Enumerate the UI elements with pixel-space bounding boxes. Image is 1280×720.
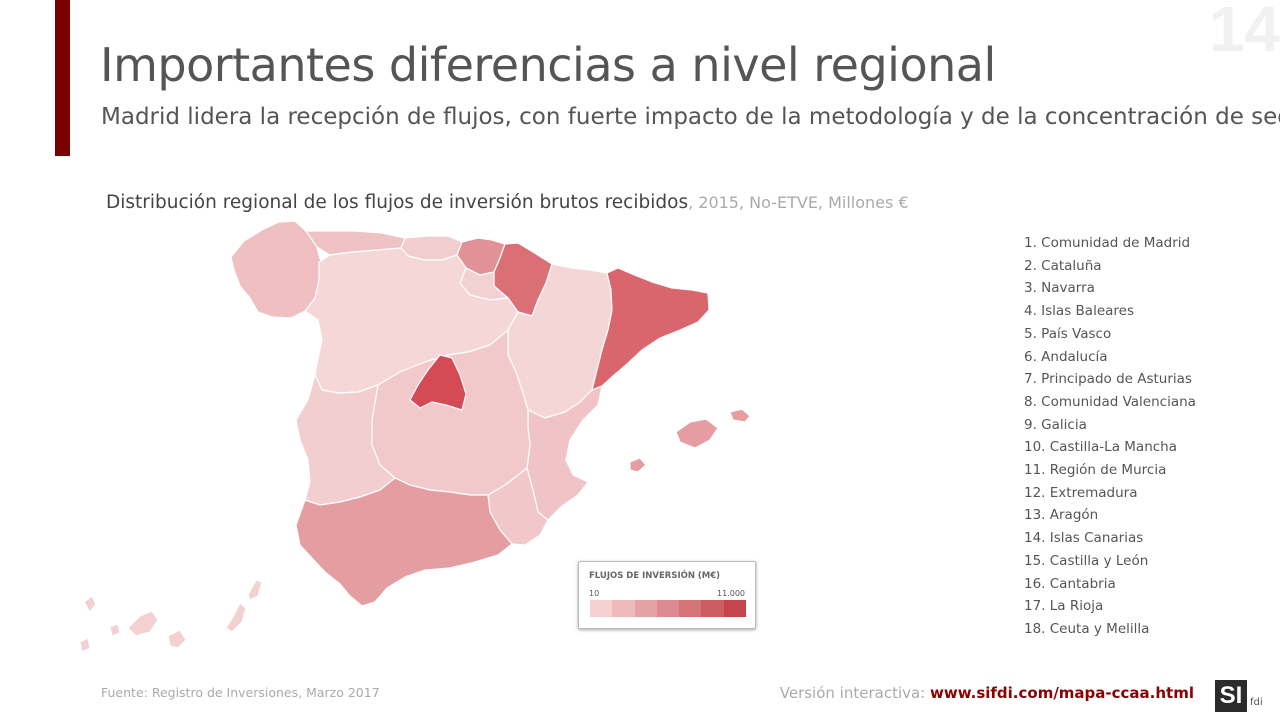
region-list-item: 5. País Vasco	[1024, 325, 1112, 342]
region-baleares-ibiza[interactable]	[629, 457, 647, 473]
region-list-item: 15. Castilla y León	[1024, 552, 1149, 569]
source-note: Fuente: Registro de Inversiones, Marzo 2…	[101, 685, 380, 700]
region-list-item: 18. Ceuta y Melilla	[1024, 620, 1150, 637]
legend-swatch	[634, 600, 657, 617]
legend-color-scale	[590, 600, 746, 617]
accent-bar	[55, 0, 70, 156]
region-list-item: 2. Cataluña	[1024, 257, 1102, 274]
region-andalucia[interactable]	[295, 477, 513, 607]
region-galicia[interactable]	[230, 220, 322, 319]
region-cataluna[interactable]	[591, 267, 710, 391]
region-canarias-2[interactable]	[79, 637, 91, 653]
region-list-item: 9. Galicia	[1024, 416, 1087, 433]
region-list-item: 13. Aragón	[1024, 507, 1099, 524]
legend-max-label: 11.000	[717, 589, 745, 598]
interactive-version-link[interactable]: www.sifdi.com/mapa-ccaa.html	[930, 684, 1194, 702]
region-list-item: 16. Cantabria	[1024, 575, 1116, 592]
legend-swatch	[656, 600, 680, 617]
page-number: 14	[1208, 0, 1280, 65]
interactive-version-label: Versión interactiva:	[779, 684, 931, 702]
sifdi-logo-sub: fdi	[1250, 697, 1263, 708]
legend-title: FLUJOS DE INVERSIÓN (M€)	[589, 571, 721, 581]
sifdi-logo: SI	[1215, 680, 1247, 712]
region-list-item: 11. Región de Murcia	[1024, 462, 1167, 479]
chart-title-text: Distribución regional de los flujos de i…	[106, 192, 689, 213]
region-canarias-3[interactable]	[109, 623, 121, 637]
legend-swatch	[590, 600, 613, 617]
chart-title: Distribución regional de los flujos de i…	[106, 192, 909, 213]
region-baleares-mallorca[interactable]	[675, 418, 719, 449]
region-canarias-gran-canaria[interactable]	[167, 629, 187, 649]
region-list-item: 17. La Rioja	[1024, 598, 1104, 615]
slide-title: Importantes diferencias a nivel regional	[100, 38, 996, 92]
region-list-item: 4. Islas Baleares	[1024, 303, 1134, 320]
region-canarias-1[interactable]	[83, 595, 97, 613]
legend-min-label: 10	[589, 589, 600, 598]
region-madrid[interactable]	[409, 354, 467, 411]
region-list-item: 8. Comunidad Valenciana	[1024, 393, 1196, 410]
region-ranking-list: 1. Comunidad de Madrid 2. Cataluña 3. Nava…	[1024, 232, 1196, 641]
region-list-item: 7. Principado de Asturias	[1024, 371, 1192, 388]
chart-title-meta: , 2015, No-ETVE, Millones €	[688, 193, 909, 212]
region-list-item: 12. Extremadura	[1024, 484, 1138, 501]
legend-swatch	[701, 600, 724, 617]
interactive-version: Versión interactiva: www.sifdi.com/mapa-…	[780, 684, 1194, 702]
slide-subtitle: Madrid lidera la recepción de flujos, co…	[101, 104, 1280, 130]
region-canarias-fuerteventura[interactable]	[225, 602, 247, 633]
region-list-item: 14. Islas Canarias	[1024, 530, 1144, 547]
legend-swatch	[612, 600, 635, 617]
region-list-item: 10. Castilla-La Mancha	[1024, 439, 1177, 456]
legend-swatch	[679, 600, 702, 617]
region-list-item: 3. Navarra	[1024, 280, 1095, 297]
region-canarias-lanzarote[interactable]	[247, 579, 263, 601]
region-canarias-tenerife[interactable]	[127, 610, 159, 637]
legend-box: FLUJOS DE INVERSIÓN (M€) 10 11.000	[578, 561, 756, 629]
legend-swatch	[723, 600, 746, 617]
region-list-item: 6. Andalucía	[1024, 348, 1108, 365]
region-baleares-menorca[interactable]	[729, 408, 751, 423]
region-list-item: 1. Comunidad de Madrid	[1024, 235, 1191, 251]
